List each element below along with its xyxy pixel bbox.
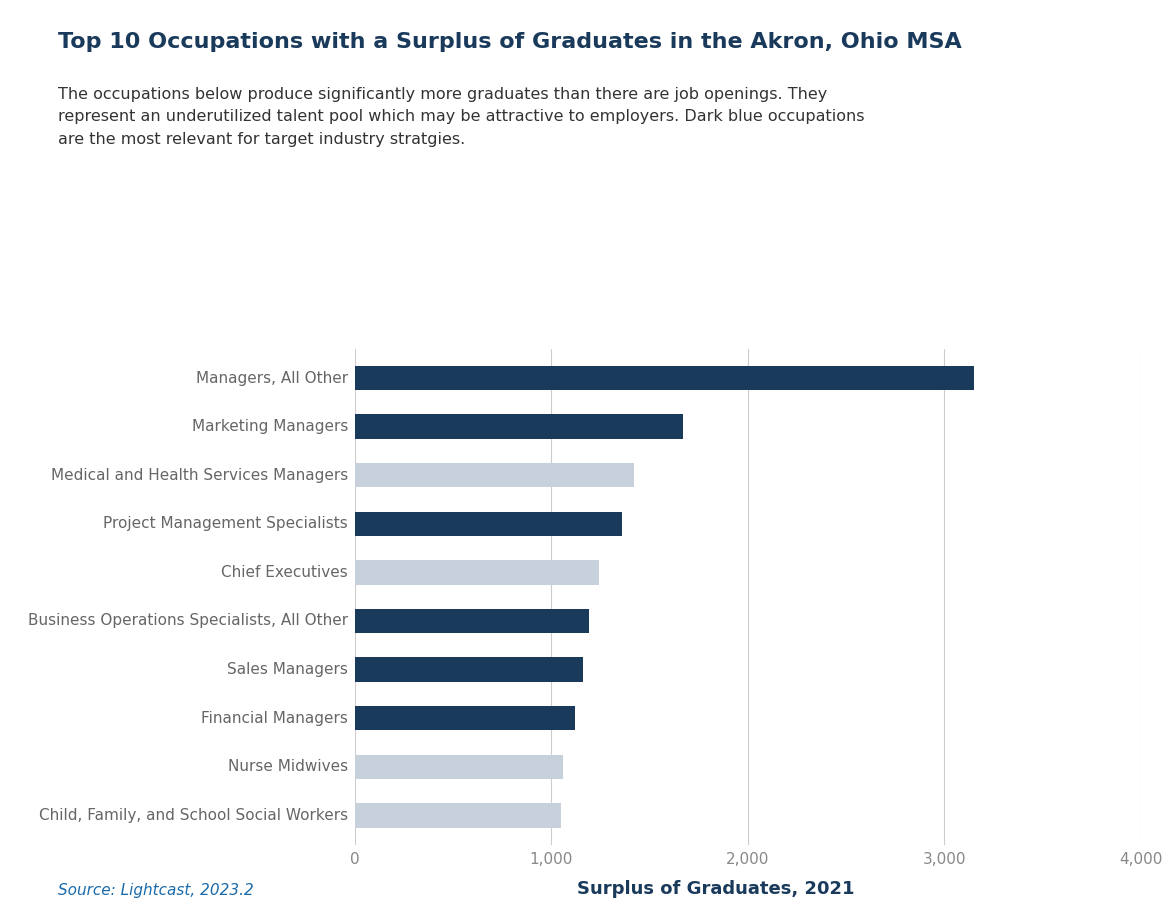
Text: Top 10 Occupations with a Surplus of Graduates in the Akron, Ohio MSA: Top 10 Occupations with a Surplus of Gra… (58, 32, 961, 52)
Bar (355, 511, 622, 536)
Bar (355, 560, 598, 585)
Bar (355, 609, 589, 633)
Bar (355, 366, 974, 390)
Bar (355, 755, 563, 779)
Bar (355, 657, 583, 682)
Bar (355, 803, 561, 827)
Text: Source: Lightcast, 2023.2: Source: Lightcast, 2023.2 (58, 883, 254, 898)
Bar (355, 706, 575, 731)
Bar (355, 414, 683, 439)
Text: The occupations below produce significantly more graduates than there are job op: The occupations below produce significan… (58, 87, 865, 147)
Text: Surplus of Graduates, 2021: Surplus of Graduates, 2021 (577, 879, 854, 898)
Bar (355, 463, 634, 487)
